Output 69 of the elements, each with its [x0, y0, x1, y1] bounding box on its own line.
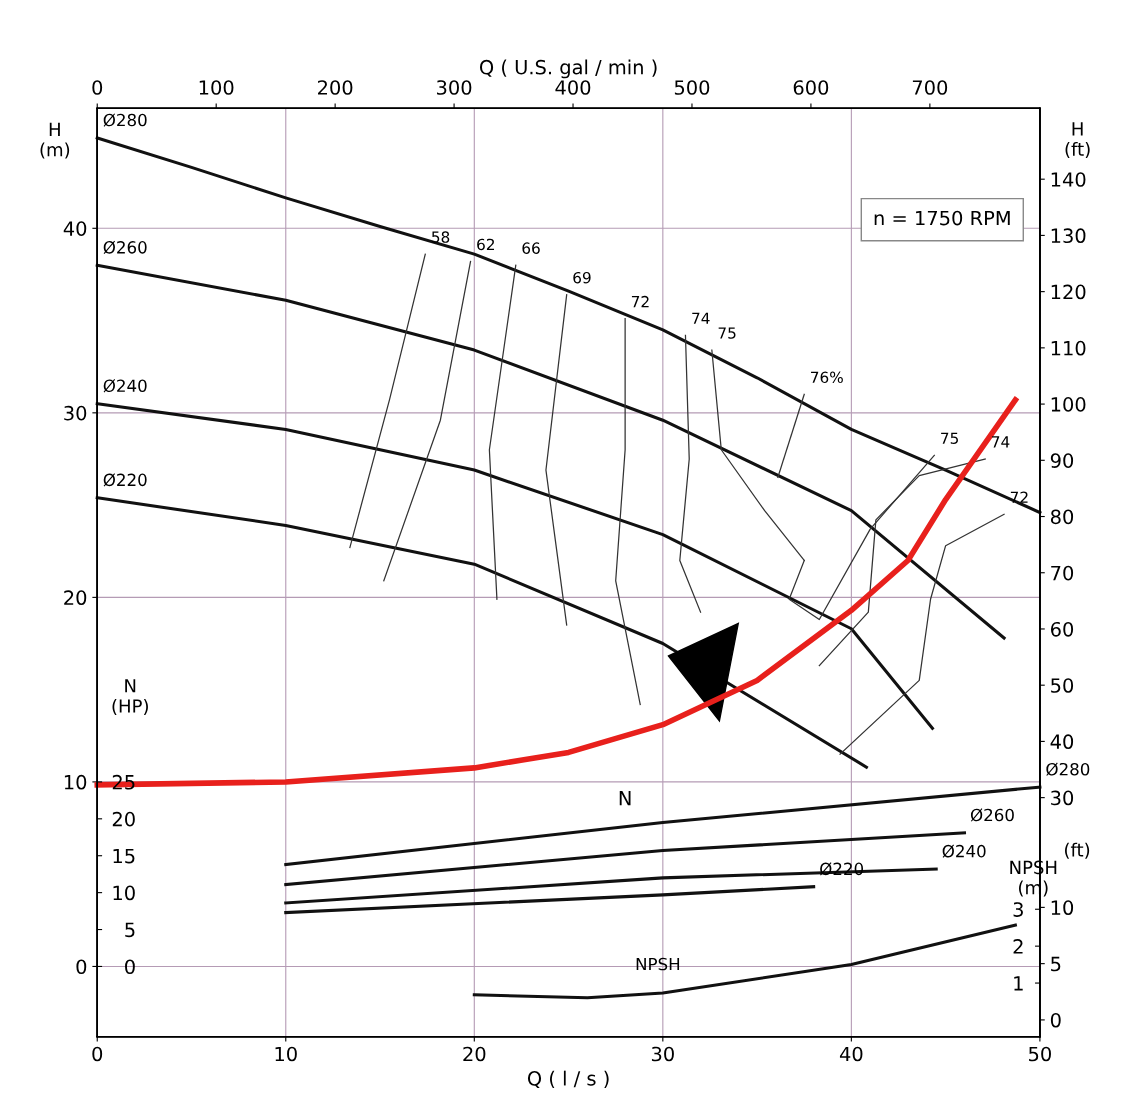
series-label: Ø280: [103, 113, 147, 127]
y2-tick-label: 5: [1051, 956, 1061, 972]
annotation: n = 1750 RPM: [874, 210, 1010, 226]
series-label: Ø240: [942, 844, 986, 858]
y2-tick-label: 90: [1050, 453, 1074, 468]
series-label: 74: [992, 436, 1010, 448]
y2-tick-label: 0: [1050, 1012, 1061, 1028]
y2-tick-label: 60: [1050, 621, 1074, 637]
series-label: Ø260: [103, 240, 147, 254]
series-label: 69: [573, 271, 591, 284]
x-tick-label: 40: [839, 1046, 863, 1062]
series-label: Ø280: [1046, 762, 1090, 776]
series-label: 75: [718, 327, 736, 339]
series-label: 74: [692, 312, 710, 324]
x-tick-label: 10: [275, 1046, 297, 1062]
x-tick-label: 50: [1029, 1046, 1051, 1062]
x2-tick-label: 700: [912, 80, 948, 95]
y2-tick-label: 120: [1051, 284, 1086, 300]
y-tick-label: 2: [1013, 939, 1023, 954]
x-tick-label: 30: [651, 1046, 674, 1062]
y2-tick-label: 70: [1051, 565, 1074, 581]
series-label: Ø220: [103, 473, 147, 487]
x2-tick-label: 100: [199, 80, 234, 95]
y-axis-title: H (m): [40, 122, 70, 159]
series-label: 72: [1010, 491, 1028, 503]
annotation: N: [619, 791, 631, 806]
y2-tick-label: 50: [1051, 678, 1074, 693]
y2-tick-label: 10: [1051, 900, 1074, 916]
y2-tick-label: 100: [1051, 397, 1086, 412]
y-tick-label: 20: [112, 811, 135, 827]
series-label: 58: [432, 231, 450, 243]
x2-tick-label: 0: [92, 80, 103, 95]
y2-axis-title: H (ft): [1065, 122, 1090, 159]
y-tick-label: 0: [125, 959, 135, 975]
y2-tick-label: 130: [1051, 228, 1086, 244]
series-label: NPSH: [636, 957, 680, 971]
x2-tick-label: 300: [437, 80, 472, 95]
x-tick-label: 20: [463, 1046, 486, 1062]
series-label: 76%: [811, 371, 843, 384]
x2-axis-title: Q ( U.S. gal / min ): [479, 59, 657, 79]
series-label: Ø260: [970, 808, 1014, 822]
x2-tick-label: 200: [318, 80, 353, 95]
y-tick-label: 1: [1014, 976, 1023, 991]
x2-tick-label: 600: [793, 80, 829, 95]
x2-tick-label: 400: [555, 80, 591, 95]
series-label: 66: [522, 242, 540, 254]
x-axis-title: Q ( l / s ): [527, 1070, 609, 1089]
series-label: 72: [631, 295, 649, 308]
y-tick-label: 30: [64, 405, 87, 421]
series-label: 75: [941, 432, 958, 444]
y-tick-label: 20: [64, 590, 87, 606]
y-tick-label: 10: [64, 774, 87, 790]
y-axis-title: N (HP): [112, 679, 148, 715]
y-tick-label: 3: [1013, 902, 1023, 917]
y-tick-label: 0: [76, 959, 87, 975]
y2-tick-label: 140: [1051, 172, 1086, 187]
x-tick-label: 0: [92, 1046, 103, 1062]
y-tick-label: 40: [63, 221, 87, 236]
y2-tick-label: 40: [1050, 734, 1074, 750]
y-tick-label: 5: [125, 922, 135, 938]
y2-tick-label: 80: [1050, 509, 1074, 525]
y-tick-label: 15: [113, 848, 135, 864]
series-label: Ø240: [103, 379, 147, 393]
y2-tick-label: 110: [1051, 340, 1086, 356]
y-tick-label: 10: [113, 885, 135, 901]
x2-tick-label: 500: [674, 80, 710, 95]
series-label: 62: [477, 238, 494, 251]
y2-axis-title: (ft): [1065, 842, 1090, 859]
y2-tick-label: 30: [1051, 790, 1074, 806]
